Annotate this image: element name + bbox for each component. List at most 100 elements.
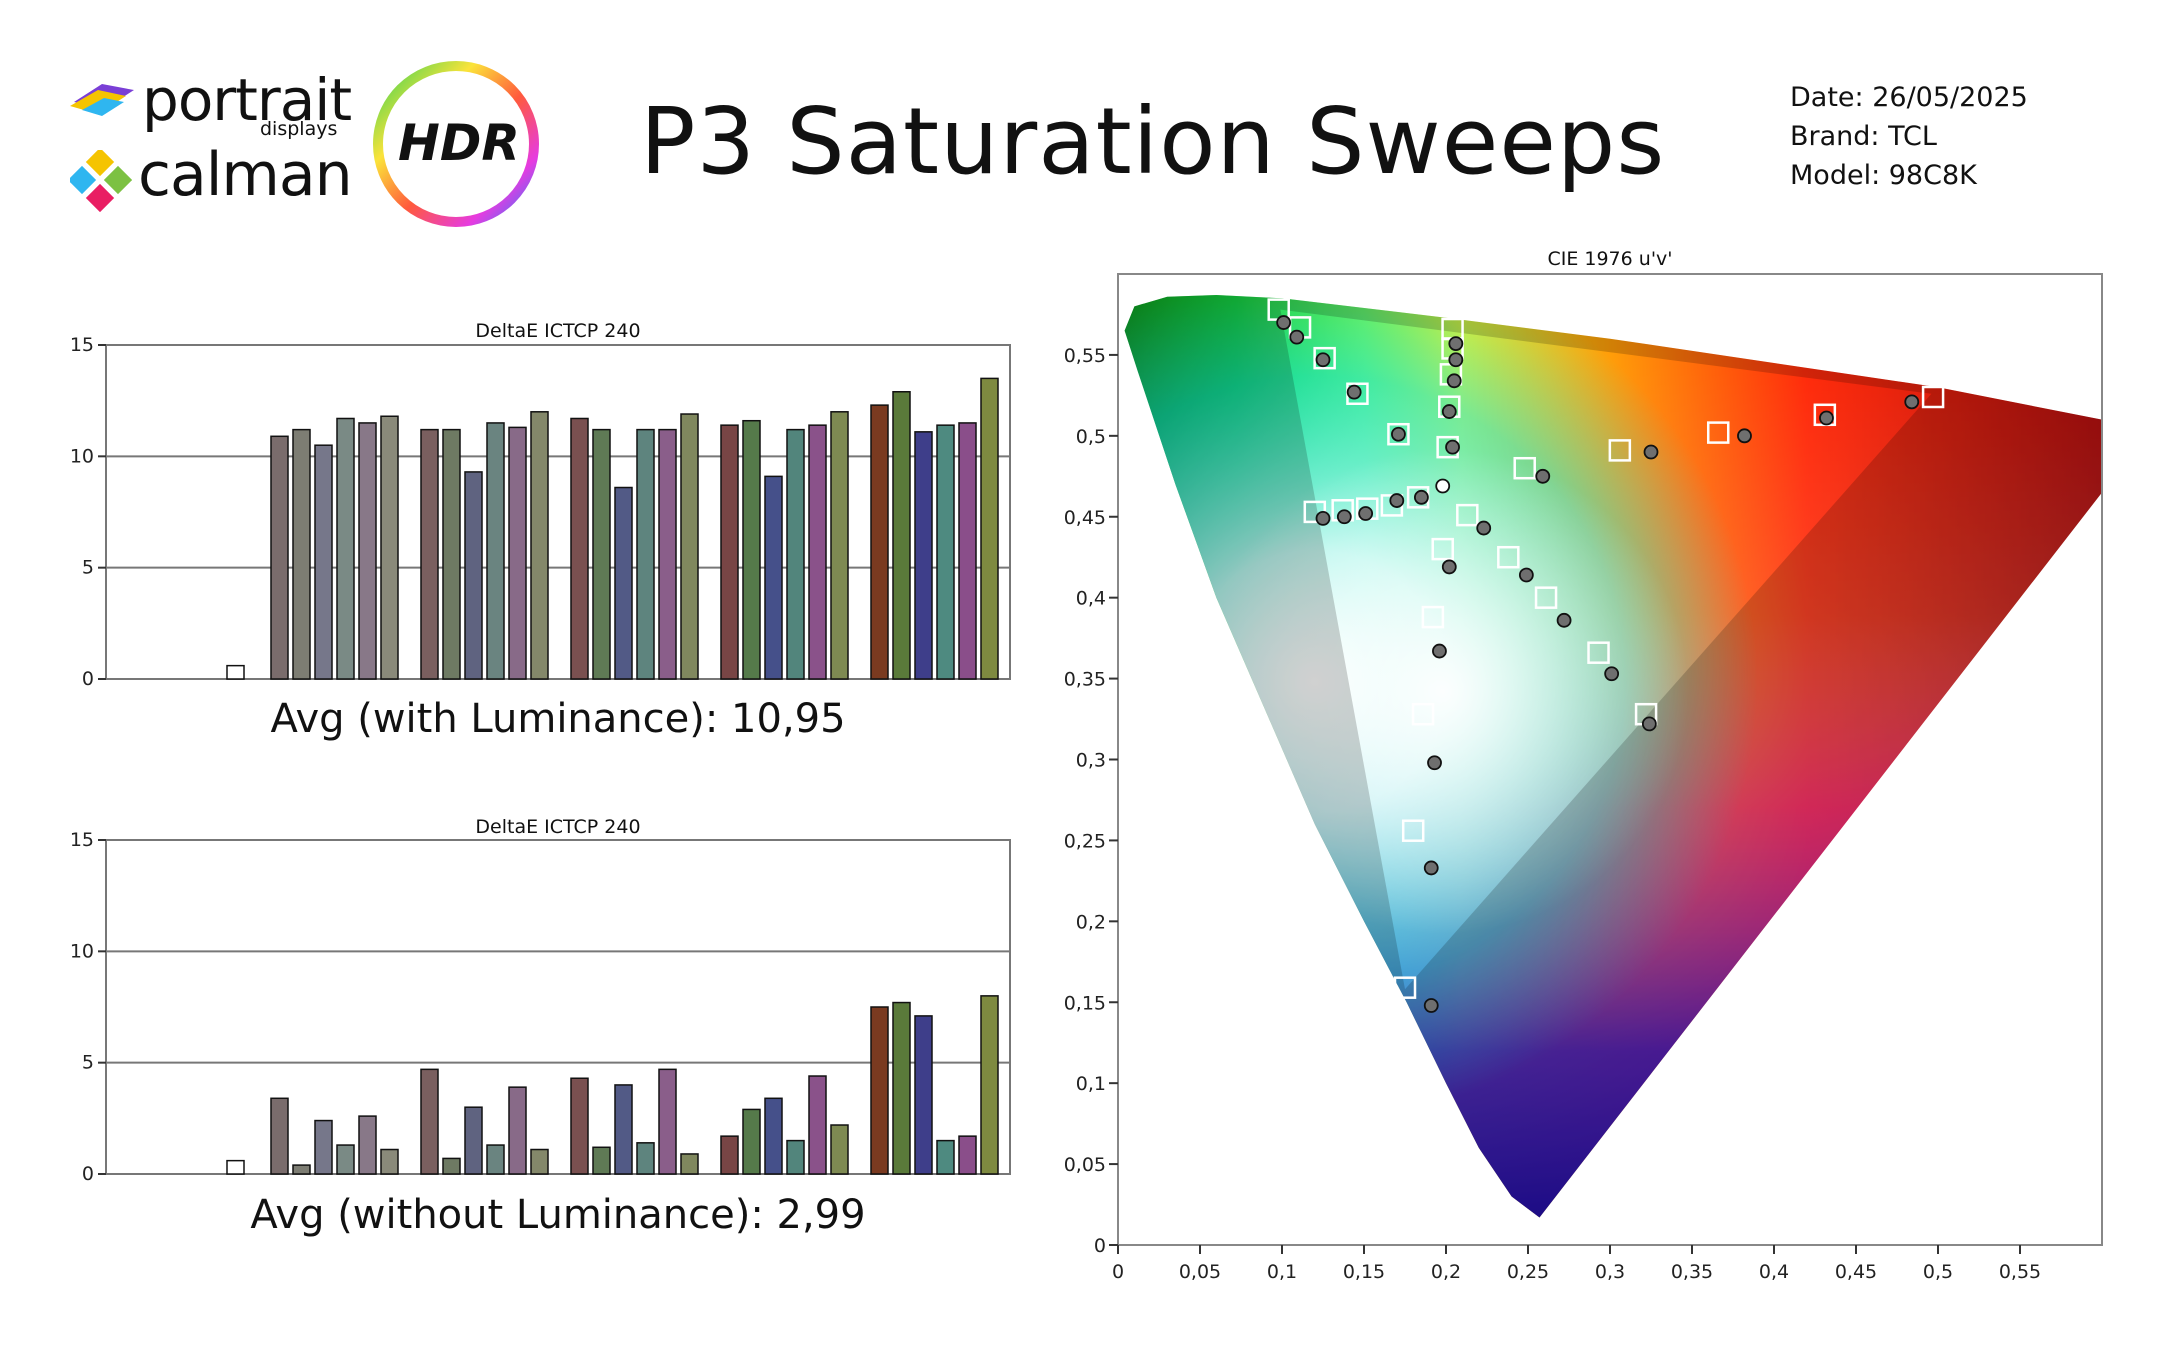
y-tick-label: 0 [1094,1235,1106,1257]
bar-chart-plot-1: 0 5 10 15 [70,334,1011,690]
x-tick-label: 0,55 [1999,1261,2041,1283]
bar [570,1077,589,1175]
logo-calman-text: calman [138,140,353,210]
bar [636,428,655,680]
x-tick-label: 0,5 [1923,1261,1953,1283]
x-tick-label: 0,05 [1179,1261,1221,1283]
bar [680,1153,699,1175]
bar [508,1086,527,1175]
avg-with-luminance: Avg (with Luminance): 10,95 [270,696,846,742]
y-tick-label: 5 [82,1052,94,1074]
y-tick-label: 0 [82,1163,94,1185]
bar [314,444,333,680]
target-point [1456,503,1479,527]
measured-point [1448,336,1464,351]
bar [614,1084,633,1175]
target-point [1421,605,1445,629]
y-tick-label: 0,05 [1064,1154,1106,1176]
target-point [1587,641,1610,664]
hdr-badge-text: HDR [398,114,520,172]
bar [658,428,677,680]
bar [530,1148,549,1175]
y-tick-label: 0,35 [1064,669,1106,691]
bar [270,435,289,680]
measured-point [1448,352,1464,368]
x-tick-label: 0,35 [1671,1261,1713,1283]
bar [442,1157,461,1175]
bar [914,1015,933,1175]
bar [358,1115,377,1175]
measured-point [1414,489,1429,505]
bar [830,1124,849,1175]
bar [270,1097,289,1175]
bar [592,428,611,680]
measured-point [1289,329,1305,345]
chart-title: DeltaE ICTCP 240 [475,816,641,838]
measured-point [1389,493,1405,508]
measured-point [1391,426,1406,442]
bar [380,415,399,680]
target-point [1706,421,1730,444]
bar [442,428,461,680]
measured-point [1315,510,1331,526]
chromaticity-gamut-fill [1124,295,2102,1218]
bar [464,1106,483,1175]
bar [870,1006,889,1175]
bar [786,1139,805,1175]
bar [336,417,355,680]
target-point [1411,702,1435,726]
measured-point [1446,373,1462,389]
hdr-ring-icon [373,61,539,227]
x-tick-label: 0,25 [1507,1261,1549,1283]
y-tick-label: 5 [82,557,94,579]
measured-point [1535,468,1551,484]
target-point [1497,545,1520,569]
bar [742,419,761,680]
bar [742,1108,761,1175]
measured-point [1315,352,1331,368]
bar [980,995,999,1175]
measured-point [1904,394,1920,410]
meta-date: Date: 26/05/2025 [1790,82,2028,113]
bar [936,1139,955,1175]
bar [870,404,889,680]
target-point [1921,385,1945,409]
target-point [1393,976,1417,999]
bar [486,1144,505,1175]
y-tick-label: 0 [82,668,94,690]
target-point [1608,439,1632,462]
bar [570,417,589,680]
x-tick-label: 0,4 [1759,1261,1789,1283]
measured-point [1358,506,1374,521]
bar-chart-plot-2: 0 5 10 15 [70,829,1011,1185]
target-point [1401,819,1425,842]
bar [380,1148,399,1175]
meta-model: Model: 98C8K [1790,160,1977,191]
bar [530,411,549,680]
bar [358,422,377,680]
y-tick-label: 0,15 [1064,992,1106,1014]
measured-point [1643,444,1659,460]
bar [592,1146,611,1175]
measured-point [1819,410,1834,426]
avg-without-luminance: Avg (without Luminance): 2,99 [250,1192,866,1238]
measured-point [1423,860,1439,876]
bar [720,424,739,680]
cie-plot: 0 0,05 0,1 0,15 0,2 0,25 0,3 0,35 0,4 0,45 0,5 0,55… [1064,273,2103,1283]
target-point [1431,537,1454,561]
bar [658,1068,677,1175]
measured-point [1427,755,1442,771]
measured-point [1737,428,1752,444]
bar [680,413,699,680]
target-point [1513,456,1536,480]
measured-point [1423,998,1439,1013]
y-tick-label: 0,1 [1076,1073,1106,1095]
bar [830,411,849,680]
y-tick-label: 0,3 [1076,750,1106,772]
y-tick-label: 0,5 [1076,426,1106,448]
target-point [1387,422,1410,446]
measured-point [1336,509,1352,525]
y-tick-label: 0,2 [1076,911,1106,933]
bar [808,1075,827,1175]
measured-point [1604,666,1620,682]
